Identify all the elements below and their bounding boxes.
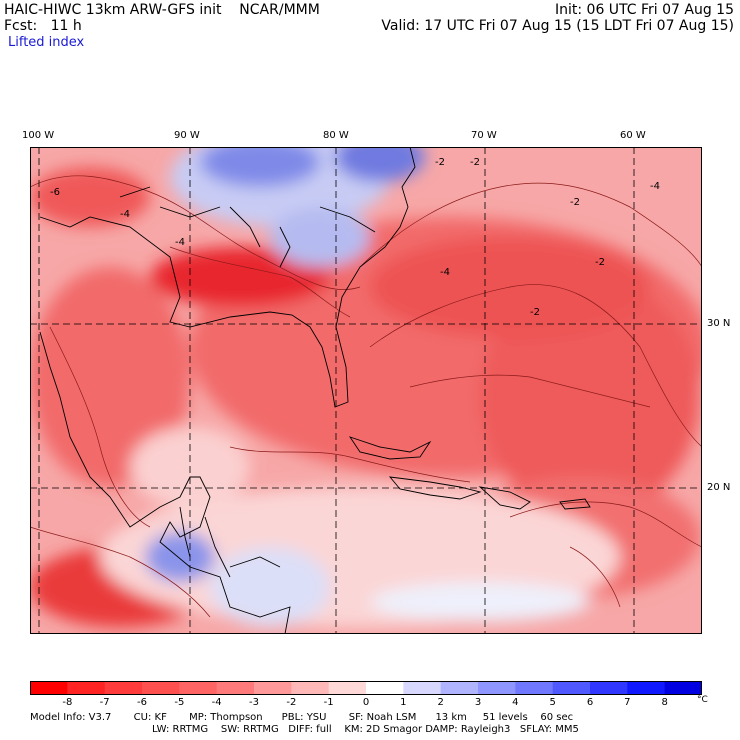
contour-label: -4	[440, 267, 450, 278]
colorbar-tick-label: -5	[174, 697, 185, 708]
colorbar-tick-label: 8	[661, 697, 668, 708]
colorbar-swatch	[366, 681, 404, 695]
coastline	[39, 331, 291, 634]
contour-label: -4	[120, 209, 130, 220]
model-info-line2: LW: RRTMG SW: RRTMG DIFF: full KM: 2D Sm…	[152, 724, 579, 735]
colorbar-swatch	[30, 681, 68, 695]
contour-line	[409, 374, 651, 408]
colorbar-swatch	[104, 681, 143, 695]
contour-line	[509, 501, 702, 548]
model-info-line1: Model Info: V3.7 CU: KF MP: Thompson PBL…	[30, 712, 574, 723]
contour-line	[569, 546, 621, 608]
colorbar-frame	[30, 681, 702, 695]
colorbar-tick-label: -1	[323, 697, 334, 708]
colorbar-swatch	[515, 681, 554, 695]
contour-label: -2	[470, 157, 480, 168]
stable-zone	[200, 147, 320, 187]
contour-line	[359, 182, 702, 268]
colorbar-swatch	[552, 681, 591, 695]
coastline	[39, 147, 416, 408]
colorbar-swatch	[142, 681, 180, 695]
lat-label: 30 N	[707, 318, 731, 329]
colorbar-swatch	[328, 681, 367, 695]
stable-zone	[335, 147, 425, 182]
colorbar-tick-label: 1	[400, 697, 407, 708]
contour-label: -2	[595, 257, 605, 268]
contour-line	[229, 446, 471, 483]
colorbar-tick-label: -6	[137, 697, 147, 708]
contour-label: -6	[50, 187, 60, 198]
init-time: Init: 06 UTC Fri 07 Aug 15	[554, 2, 734, 18]
colorbar-tick-label: -3	[249, 697, 259, 708]
unstable-zone	[150, 247, 330, 307]
lon-label: 90 W	[174, 130, 200, 141]
contour-label: -4	[175, 237, 185, 248]
lon-label: 70 W	[471, 130, 497, 141]
coastline	[388, 476, 482, 500]
contour-label: -2	[435, 157, 445, 168]
contour-line	[169, 246, 351, 318]
contour-label: -2	[570, 197, 580, 208]
stable-zone	[370, 582, 590, 622]
stable-zone	[145, 532, 215, 582]
lon-label: 60 W	[620, 130, 646, 141]
coastline	[348, 436, 432, 460]
lon-label: 100 W	[22, 130, 55, 141]
coastline	[559, 498, 591, 510]
lifted-index-map: -6 -2 -2 -2 -4 -2 -2 -4 -4 -4	[30, 147, 702, 634]
colorbar-tick-label: 2	[437, 697, 444, 708]
colorbar-tick-label: 6	[586, 697, 594, 708]
colorbar-unit: °C	[697, 695, 708, 705]
contour-line	[369, 284, 702, 448]
stable-zone	[210, 547, 330, 627]
colorbar-swatch	[216, 681, 255, 695]
contour-label: -2	[530, 307, 540, 318]
colorbar-tick-label: -8	[62, 697, 73, 708]
model-title: HAIC-HIWC 13km ARW-GFS init NCAR/MMM	[4, 2, 320, 18]
colorbar-tick-label: -2	[286, 697, 297, 708]
unstable-zone	[30, 167, 150, 227]
colorbar-tick-label: 0	[362, 697, 370, 708]
lon-label: 80 W	[323, 130, 349, 141]
colorbar-tick-label: -7	[99, 697, 110, 708]
unstable-zone	[30, 267, 190, 487]
colorbar-swatch	[440, 681, 479, 695]
colorbar-tick-label: 4	[512, 697, 519, 708]
contour-label: -4	[650, 181, 660, 192]
colorbar-swatch	[179, 681, 218, 695]
colorbar-tick-label: 5	[549, 697, 556, 708]
contour-line	[49, 326, 151, 528]
colorbar-swatch	[403, 681, 442, 695]
colorbar-swatch	[254, 681, 292, 695]
colorbar-swatch	[590, 681, 628, 695]
colorbar-tick-label: 7	[624, 697, 631, 708]
colorbar-swatch	[67, 681, 106, 695]
colorbar-swatch	[627, 681, 666, 695]
contour-line	[30, 175, 361, 291]
unstable-zone	[480, 277, 700, 517]
border	[179, 506, 281, 578]
coastline	[478, 486, 531, 510]
colorbar	[30, 681, 702, 695]
forecast-hour: Fcst: 11 h	[4, 18, 82, 34]
lat-label: 20 N	[707, 482, 731, 493]
colorbar-tick-label: 3	[474, 697, 482, 708]
stable-zone	[270, 207, 370, 267]
field-name: Lifted index	[8, 35, 85, 50]
colorbar-tick-label: -4	[211, 697, 222, 708]
colorbar-swatch	[664, 681, 702, 695]
contour-line	[30, 526, 211, 618]
colorbar-swatch	[478, 681, 516, 695]
colorbar-swatch	[291, 681, 330, 695]
valid-time: Valid: 17 UTC Fri 07 Aug 15 (15 LDT Fri …	[381, 18, 734, 34]
